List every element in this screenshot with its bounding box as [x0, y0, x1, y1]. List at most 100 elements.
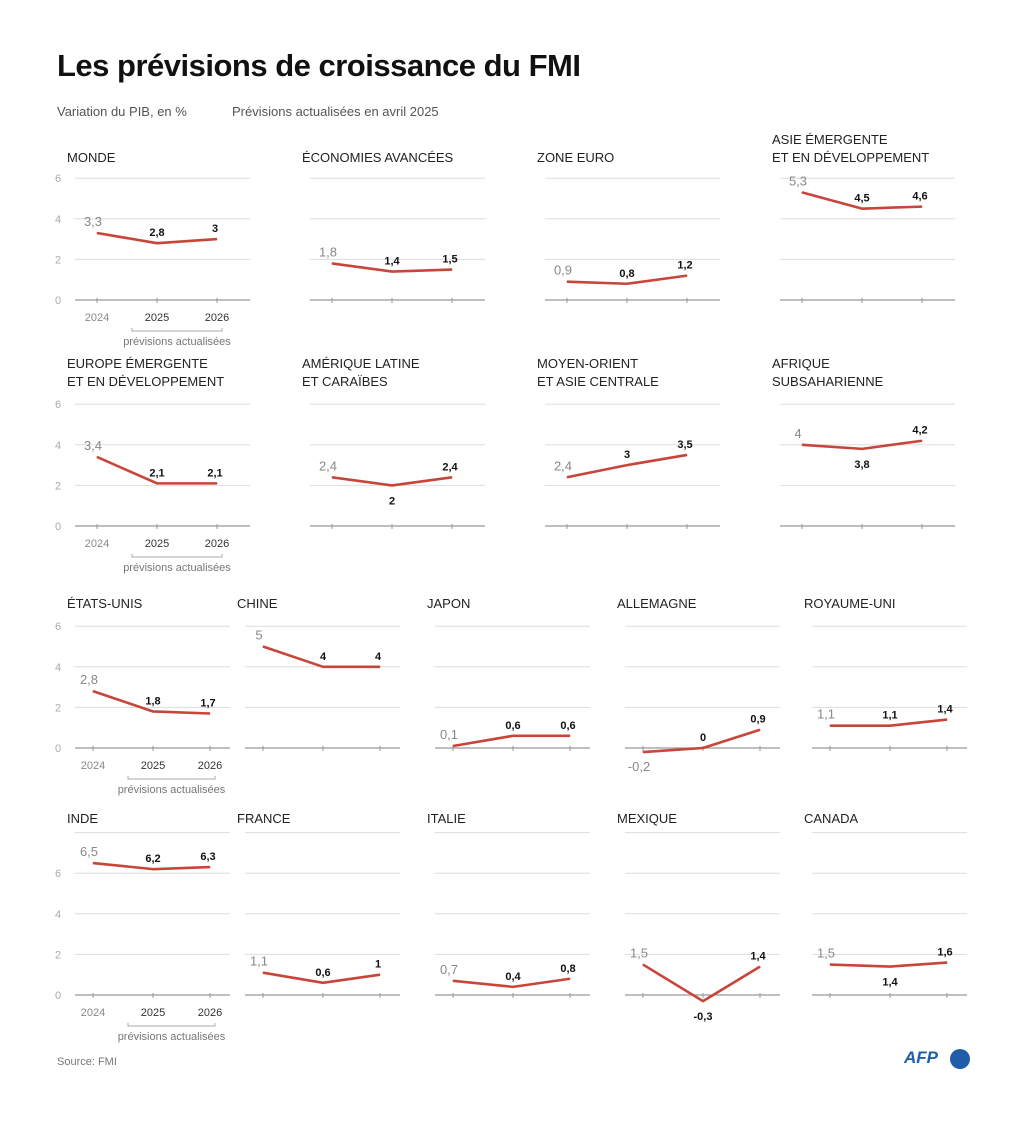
- data-point: [96, 456, 98, 458]
- y-tick-label: 2: [55, 702, 61, 714]
- series-line: [452, 734, 570, 748]
- data-point: [686, 454, 688, 456]
- data-point: [512, 735, 514, 737]
- data-label: 3,8: [854, 459, 869, 471]
- data-label: 3: [212, 223, 218, 235]
- data-point: [946, 719, 948, 721]
- data-point: [566, 476, 568, 478]
- data-point: [209, 712, 211, 714]
- data-label: 2,4: [554, 458, 572, 473]
- panel-title: ÉTATS-UNIS: [67, 596, 143, 611]
- forecast-label: prévisions actualisées: [118, 1031, 226, 1043]
- data-label: 2,1: [207, 467, 222, 479]
- data-point: [921, 440, 923, 442]
- data-label: 2,4: [319, 458, 337, 473]
- forecast-label: prévisions actualisées: [123, 562, 231, 574]
- data-point: [686, 275, 688, 277]
- forecast-label: prévisions actualisées: [123, 336, 231, 348]
- y-tick-label: 6: [55, 621, 61, 633]
- data-point: [921, 206, 923, 208]
- data-point: [452, 980, 454, 982]
- panel-title: ET EN DÉVELOPPEMENT: [67, 374, 224, 389]
- panel-title: ITALIE: [427, 811, 466, 826]
- data-point: [152, 868, 154, 870]
- forecast-bracket: [127, 776, 216, 780]
- data-label: 1,1: [250, 954, 268, 969]
- panel-title: MONDE: [67, 150, 116, 165]
- series-line: [829, 961, 948, 968]
- data-point: [92, 690, 94, 692]
- forecast-label: prévisions actualisées: [118, 784, 226, 796]
- forecast-bracket: [127, 1023, 216, 1027]
- y-tick-label: 4: [55, 440, 61, 452]
- x-tick-label: 2025: [145, 538, 169, 550]
- data-point: [642, 964, 644, 966]
- data-label: 1,4: [882, 977, 898, 989]
- subtitle-unit: Variation du PIB, en %: [57, 104, 187, 119]
- panel-title: INDE: [67, 811, 98, 826]
- data-point: [759, 966, 761, 968]
- data-label: 2,1: [149, 467, 164, 479]
- logo-text: AFP: [904, 1048, 938, 1067]
- data-point: [801, 444, 803, 446]
- data-point: [626, 283, 628, 285]
- data-label: 1,5: [442, 254, 457, 266]
- data-label: 1,8: [319, 244, 337, 259]
- panel-title: ET CARAÏBES: [302, 374, 388, 389]
- y-tick-label: 0: [55, 295, 61, 307]
- data-label: 4: [320, 651, 327, 663]
- data-label: 3,4: [84, 438, 102, 453]
- data-label: 6,3: [200, 851, 215, 863]
- panel-title: SUBSAHARIENNE: [772, 374, 884, 389]
- data-label: 1,4: [750, 951, 766, 963]
- data-point: [391, 484, 393, 486]
- data-label: 0,9: [554, 263, 572, 278]
- data-point: [889, 966, 891, 968]
- data-label: 2: [389, 495, 395, 507]
- subtitle-update: Prévisions actualisées en avril 2025: [232, 104, 439, 119]
- y-tick-label: 6: [55, 868, 61, 880]
- data-label: 1: [375, 959, 381, 971]
- panel-title: ALLEMAGNE: [617, 596, 697, 611]
- data-point: [156, 242, 158, 244]
- page-title: Les prévisions de croissance du FMI: [57, 48, 581, 83]
- data-point: [322, 666, 324, 668]
- panel-title: ÉCONOMIES AVANCÉES: [302, 150, 454, 165]
- data-label: 3: [624, 449, 630, 461]
- data-point: [569, 978, 571, 980]
- data-point: [452, 745, 454, 747]
- x-tick-label: 2025: [141, 1007, 165, 1019]
- data-label: -0,3: [694, 1011, 713, 1023]
- y-tick-label: 4: [55, 909, 61, 921]
- data-point: [626, 464, 628, 466]
- data-point: [92, 862, 94, 864]
- x-tick-label: 2024: [81, 1007, 105, 1019]
- x-tick-label: 2025: [141, 760, 165, 772]
- y-tick-label: 2: [55, 254, 61, 266]
- data-label: 1,7: [200, 697, 215, 709]
- data-label: 1,4: [384, 256, 400, 268]
- data-point: [262, 972, 264, 974]
- panel-title: MOYEN-ORIENT: [537, 356, 638, 371]
- data-point: [861, 208, 863, 210]
- series-line: [642, 963, 761, 1003]
- data-label: 1,8: [145, 695, 160, 707]
- y-tick-label: 6: [55, 399, 61, 411]
- data-label: 0,7: [440, 962, 458, 977]
- data-point: [451, 476, 453, 478]
- y-tick-label: 4: [55, 662, 61, 674]
- data-label: 4,6: [912, 191, 927, 203]
- data-label: 1,2: [677, 260, 692, 272]
- y-tick-label: 0: [55, 743, 61, 755]
- data-label: 6,5: [80, 844, 98, 859]
- forecast-bracket: [131, 554, 223, 558]
- series-line: [331, 475, 453, 487]
- data-label: 1,5: [630, 946, 648, 961]
- x-tick-label: 2024: [85, 538, 109, 550]
- panel-title: ET ASIE CENTRALE: [537, 374, 659, 389]
- data-label: 0,1: [440, 727, 458, 742]
- data-point: [889, 725, 891, 727]
- data-point: [829, 725, 831, 727]
- x-tick-label: 2025: [145, 312, 169, 324]
